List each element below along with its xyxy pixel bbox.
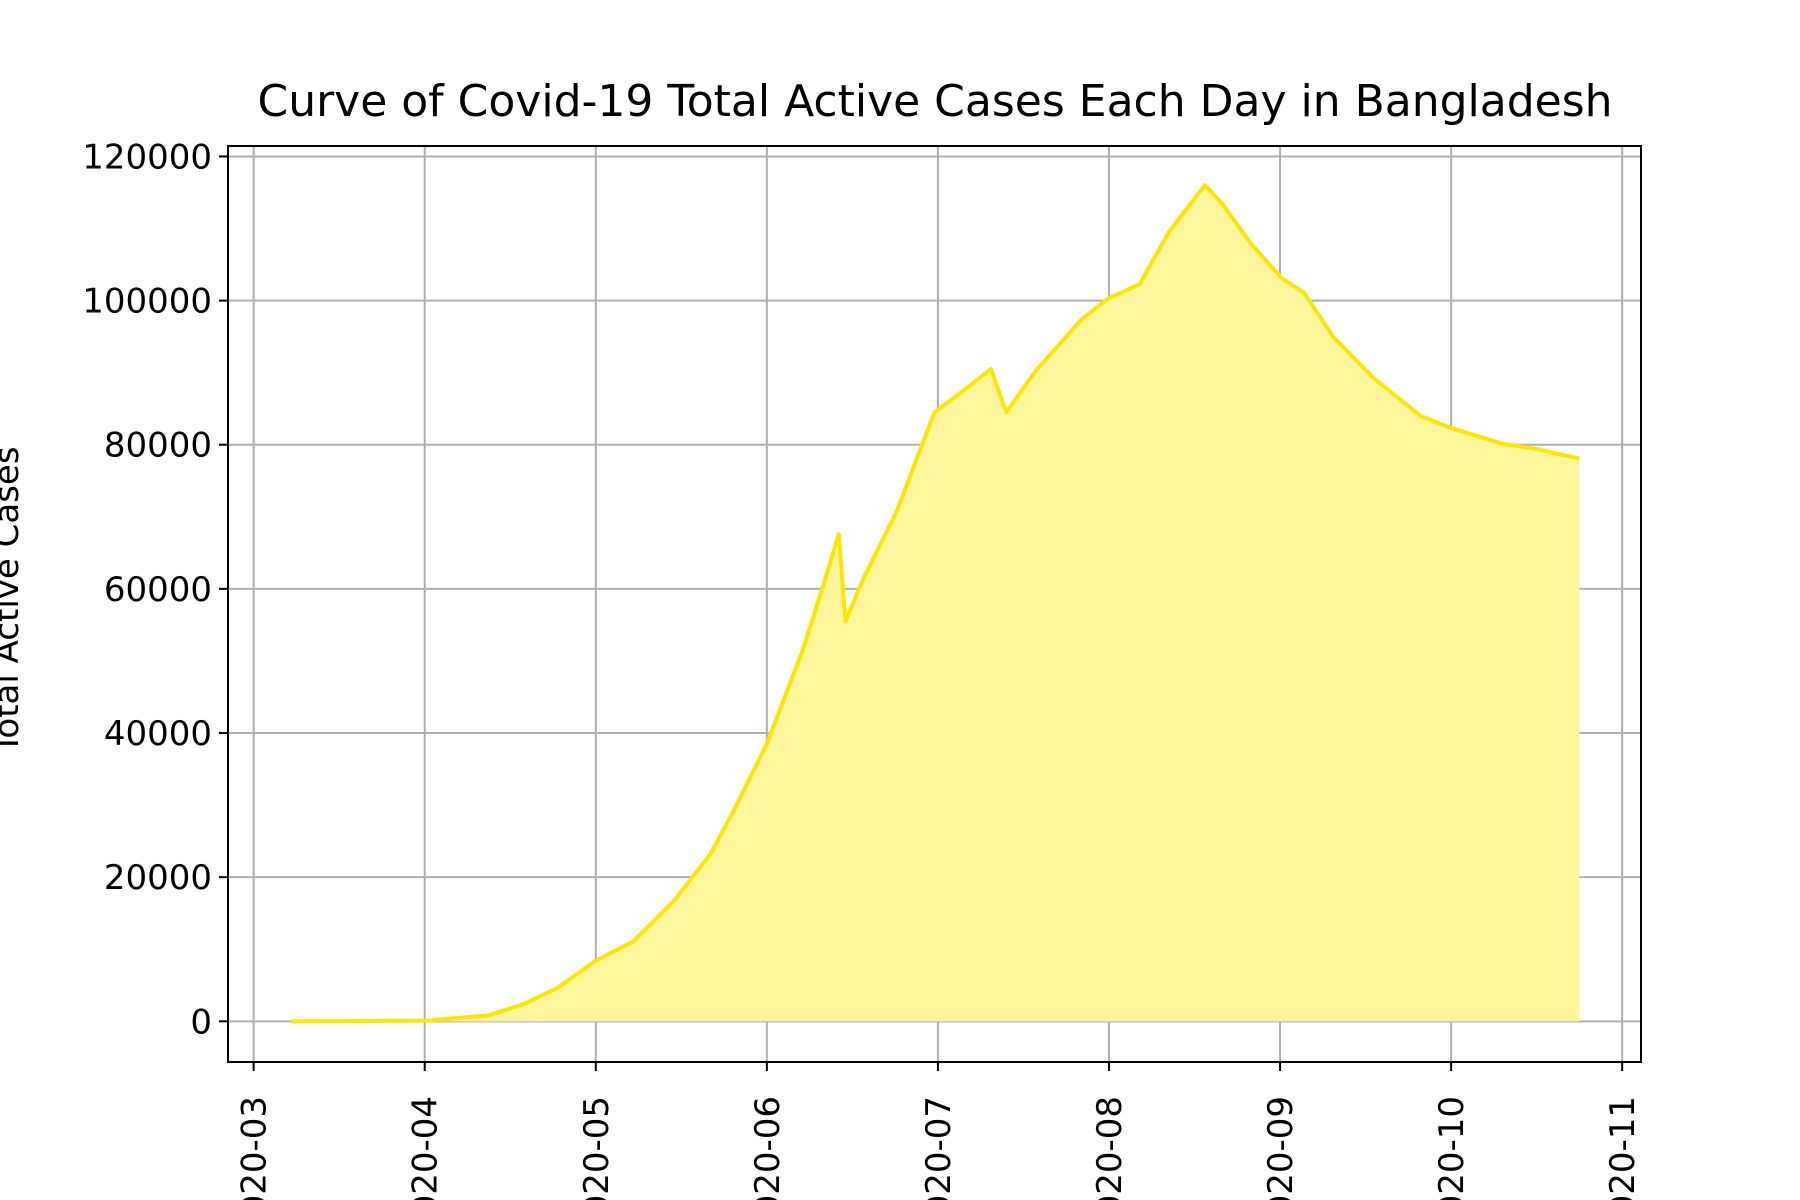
y-tick-label: 20000 — [104, 858, 212, 898]
x-tick-label: 2020-05 — [577, 1096, 617, 1200]
y-tick-label: 100000 — [82, 282, 212, 322]
y-axis-label: Total Active Cases — [0, 446, 27, 754]
x-tick-label: 2020-11 — [1603, 1096, 1643, 1200]
x-tick-label: 2020-03 — [235, 1096, 275, 1200]
x-tick-label: 2020-08 — [1090, 1096, 1130, 1200]
x-tick-label: 2020-10 — [1432, 1096, 1472, 1200]
x-tick-label: 2020-06 — [748, 1096, 788, 1200]
axes-frame — [227, 145, 1642, 1063]
y-tick-label: 0 — [190, 1002, 212, 1042]
y-tick-label: 60000 — [104, 570, 212, 610]
line — [291, 183, 1580, 1024]
y-tick-label: 40000 — [104, 714, 212, 754]
chart-title: Curve of Covid-19 Total Active Cases Eac… — [257, 76, 1612, 127]
x-tick-label: 2020-07 — [919, 1096, 959, 1200]
y-tick-label: 120000 — [82, 137, 212, 177]
y-tick-label: 80000 — [104, 426, 212, 466]
x-tick-label: 2020-04 — [406, 1096, 446, 1200]
area — [291, 185, 1580, 1022]
x-tick-label: 2020-09 — [1261, 1096, 1301, 1200]
